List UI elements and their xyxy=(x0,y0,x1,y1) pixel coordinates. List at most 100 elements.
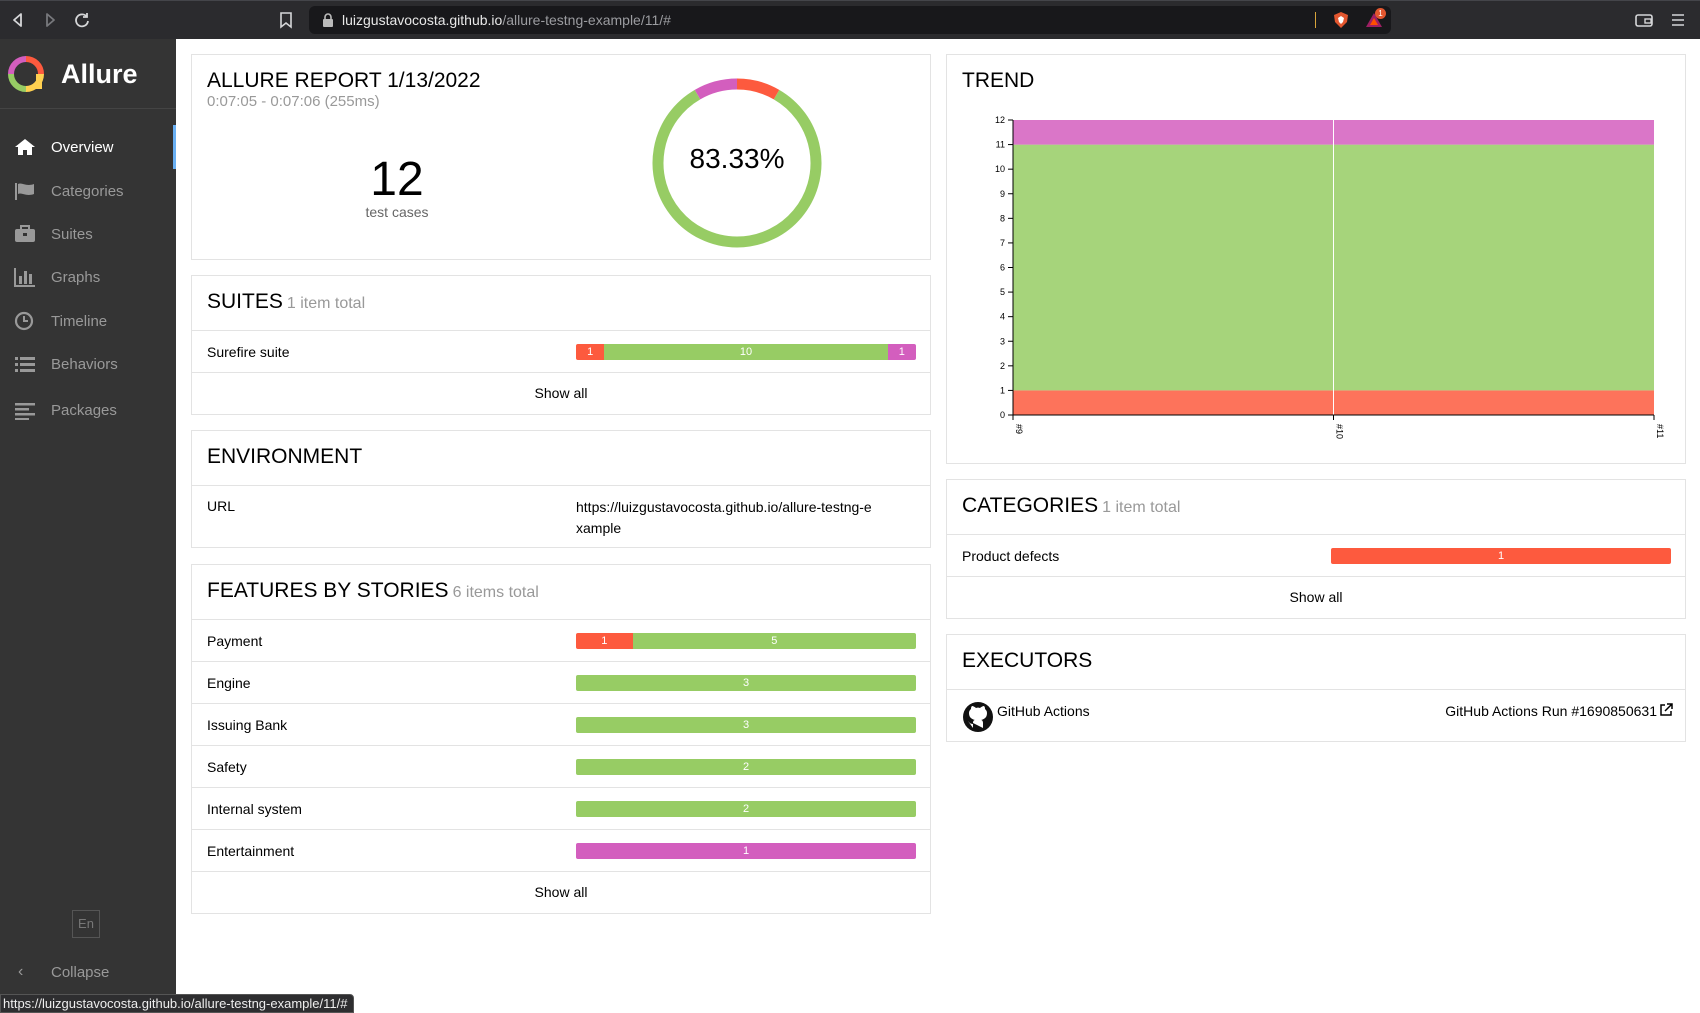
donut-slice-failed[interactable] xyxy=(736,78,780,100)
features-widget: FEATURES BY STORIES 6 items total Payment… xyxy=(191,564,931,914)
widget-title: SUITES 1 item total xyxy=(207,290,365,314)
sidebar-item-behaviors[interactable]: Behaviors xyxy=(0,342,176,386)
feature-name: Internal system xyxy=(207,801,302,817)
trend-x-tick-label[interactable]: #10 xyxy=(1335,424,1345,439)
trend-y-tick-label: 8 xyxy=(1000,213,1005,223)
address-bar[interactable]: luizgustavocosta.github.io/allure-testng… xyxy=(309,6,1391,34)
sidebar: Allure Overview Categories Suites Graphs… xyxy=(0,39,176,1013)
reload-icon[interactable] xyxy=(71,9,93,31)
report-duration: 0:07:05 - 0:07:06 (255ms) xyxy=(207,93,380,110)
success-percentage: 83.33% xyxy=(689,143,785,174)
url-text: luizgustavocosta.github.io/allure-testng… xyxy=(342,12,671,28)
feature-status-bar: 3 xyxy=(576,675,916,691)
suites-show-all-row: Show all xyxy=(192,372,930,414)
segment-passed: 3 xyxy=(576,675,916,691)
categories-title: CATEGORIES xyxy=(962,494,1099,517)
executors-widget: EXECUTORS GitHub Actions GitHub Actions … xyxy=(946,634,1686,742)
features-title: FEATURES BY STORIES xyxy=(207,579,449,602)
back-icon[interactable] xyxy=(7,9,29,31)
suites-show-all[interactable]: Show all xyxy=(534,385,588,401)
environment-key: URL xyxy=(207,498,236,514)
test-case-label: test cases xyxy=(365,204,429,220)
test-case-count: 12 xyxy=(370,153,424,206)
segment-passed: 2 xyxy=(576,759,916,775)
sidebar-item-categories[interactable]: Categories xyxy=(0,169,176,213)
categories-subtitle: 1 item total xyxy=(1102,499,1181,516)
report-title: ALLURE REPORT 1/13/2022 xyxy=(207,69,481,92)
sidebar-item-label: Behaviors xyxy=(51,356,118,373)
brand[interactable]: Allure xyxy=(0,39,176,109)
bar-chart-icon xyxy=(14,268,35,287)
forward-icon[interactable] xyxy=(39,9,61,31)
external-link-icon[interactable] xyxy=(1659,703,1673,717)
flag-icon xyxy=(15,183,34,200)
rewards-badge: 1 xyxy=(1375,8,1386,19)
allure-logo-icon xyxy=(8,56,44,92)
feature-name: Safety xyxy=(207,759,247,775)
trend-widget: TREND 0 1 2 3 4 5 6 7 8 9 10 11 12 #9 #10 #11 xyxy=(946,54,1686,464)
trend-y-tick-label: 6 xyxy=(1000,263,1005,273)
category-status-bar: 1 xyxy=(1331,548,1671,564)
success-donut-chart[interactable] xyxy=(651,77,823,249)
categories-show-all[interactable]: Show all xyxy=(1289,589,1343,605)
features-show-all[interactable]: Show all xyxy=(534,884,588,900)
segment-failed: 1 xyxy=(576,344,605,360)
sidebar-item-label: Graphs xyxy=(51,269,101,286)
feature-status-bar: 3 xyxy=(576,717,916,733)
language-button[interactable]: En xyxy=(72,910,100,938)
executors-title: EXECUTORS xyxy=(962,649,1093,672)
feature-status-bar: 2 xyxy=(576,759,916,775)
rewards-icon[interactable] xyxy=(1364,11,1384,29)
brand-name: Allure xyxy=(61,59,138,89)
feature-row[interactable]: Entertainment 1 xyxy=(192,829,930,871)
bookmark-icon[interactable] xyxy=(275,9,297,31)
sidebar-item-suites[interactable]: Suites xyxy=(0,212,176,256)
features-show-all-row: Show all xyxy=(192,871,930,913)
feature-status-bar: 2 xyxy=(576,801,916,817)
feature-row[interactable]: Safety 2 xyxy=(192,745,930,787)
segment-passed: 10 xyxy=(604,344,888,360)
chevron-left-icon: ‹ xyxy=(18,963,24,980)
sidebar-item-label: Timeline xyxy=(51,313,108,330)
sidebar-item-overview[interactable]: Overview xyxy=(0,125,176,169)
summary-widget: ALLURE REPORT 1/13/2022 0:07:05 - 0:07:0… xyxy=(191,54,931,260)
suites-widget: SUITES 1 item total Surefire suite 1 10 1… xyxy=(191,275,931,415)
executor-run-link[interactable]: GitHub Actions Run #1690850631 xyxy=(1445,703,1657,719)
feature-status-bar: 1 xyxy=(576,843,916,859)
sidebar-item-timeline[interactable]: Timeline xyxy=(0,299,176,343)
menu-icon[interactable] xyxy=(1667,9,1689,31)
environment-title: ENVIRONMENT xyxy=(207,445,363,468)
donut-slice-unknown[interactable] xyxy=(694,78,738,100)
suite-row[interactable]: Surefire suite 1 10 1 xyxy=(192,330,930,372)
github-icon xyxy=(963,702,993,732)
environment-row: URL https://luizgustavocosta.github.io/a… xyxy=(192,485,930,547)
environment-value: https://luizgustavocosta.github.io/allur… xyxy=(576,499,872,536)
executors-divider xyxy=(947,689,1685,690)
segment-unknown: 1 xyxy=(576,843,916,859)
donut-slice-passed[interactable] xyxy=(652,89,822,248)
collapse-button[interactable]: ‹ Collapse xyxy=(0,957,176,987)
segment-passed: 3 xyxy=(576,717,916,733)
suite-status-bar: 1 10 1 xyxy=(576,344,916,360)
executor-name: GitHub Actions xyxy=(997,703,1090,719)
wallet-icon[interactable] xyxy=(1633,9,1655,31)
sidebar-item-graphs[interactable]: Graphs xyxy=(0,255,176,299)
trend-x-tick-label[interactable]: #9 xyxy=(1014,424,1024,434)
brave-shields-icon[interactable] xyxy=(1332,11,1350,29)
category-row[interactable]: Product defects 1 xyxy=(947,534,1685,576)
segment-failed: 1 xyxy=(1331,548,1671,564)
feature-row[interactable]: Payment 1 5 xyxy=(192,619,930,661)
sidebar-item-packages[interactable]: Packages xyxy=(0,388,176,432)
trend-y-tick-label: 10 xyxy=(995,164,1005,174)
trend-y-tick-label: 0 xyxy=(1000,410,1005,420)
feature-name: Engine xyxy=(207,675,251,691)
categories-widget: CATEGORIES 1 item total Product defects 1… xyxy=(946,479,1686,619)
feature-row[interactable]: Issuing Bank 3 xyxy=(192,703,930,745)
feature-row[interactable]: Engine 3 xyxy=(192,661,930,703)
segment-passed: 5 xyxy=(632,633,916,649)
trend-y-tick-label: 1 xyxy=(1000,385,1005,395)
suites-title: SUITES xyxy=(207,290,283,313)
trend-x-tick-label[interactable]: #11 xyxy=(1655,424,1665,438)
feature-row[interactable]: Internal system 2 xyxy=(192,787,930,829)
